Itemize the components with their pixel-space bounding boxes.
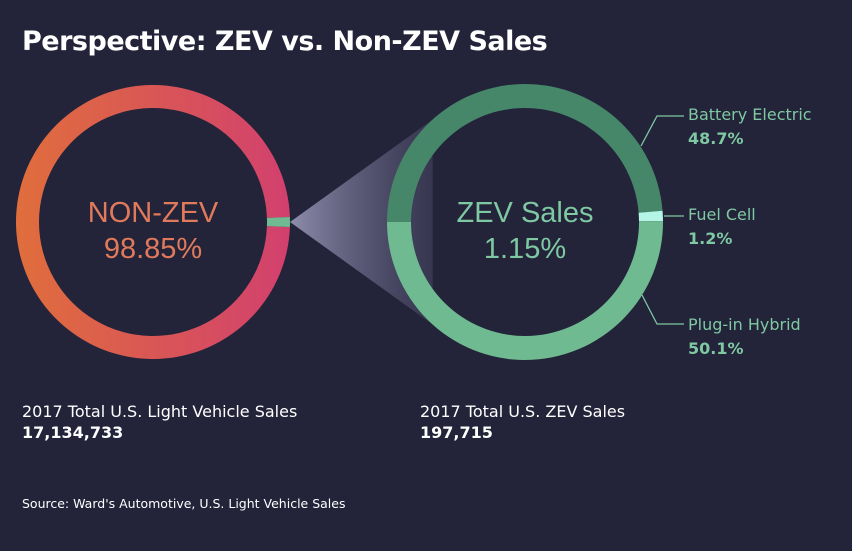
zev-slice xyxy=(266,217,291,227)
zev-center-label: ZEV Sales xyxy=(457,197,594,229)
non-zev-caption: 2017 Total U.S. Light Vehicle Sales 17,1… xyxy=(22,401,297,443)
fuel-cell-slice xyxy=(638,210,663,222)
battery-electric-slice xyxy=(387,83,663,223)
source-note: Source: Ward's Automotive, U.S. Light Ve… xyxy=(22,496,346,511)
battery-electric-label: Battery Electric xyxy=(688,105,812,124)
fuel-cell-label: Fuel Cell xyxy=(688,205,756,224)
zev-caption-text: 2017 Total U.S. ZEV Sales xyxy=(420,402,626,421)
fuel-cell-value: 1.2% xyxy=(688,229,732,248)
non-zev-donut xyxy=(16,84,291,359)
zev-total: 197,715 xyxy=(420,423,493,442)
plug-in-hybrid-slice xyxy=(386,221,663,361)
non-zev-center-label: NON-ZEV xyxy=(88,197,219,229)
battery-electric-value: 48.7% xyxy=(688,129,744,148)
plug-in-hybrid-label: Plug-in Hybrid xyxy=(688,315,801,334)
battery-electric-leader-line xyxy=(640,115,684,147)
zev-donut xyxy=(386,83,663,361)
non-zev-caption-text: 2017 Total U.S. Light Vehicle Sales xyxy=(22,402,298,421)
plug-in-hybrid-leader-line xyxy=(641,294,684,325)
plug-in-hybrid-value: 50.1% xyxy=(688,339,744,358)
non-zev-total: 17,134,733 xyxy=(22,423,124,442)
zev-center-value: 1.15% xyxy=(484,233,566,265)
non-zev-center-value: 98.85% xyxy=(104,233,202,265)
page-title: Perspective: ZEV vs. Non-ZEV Sales xyxy=(22,26,548,57)
zev-caption: 2017 Total U.S. ZEV Sales 197,715 xyxy=(420,401,625,443)
